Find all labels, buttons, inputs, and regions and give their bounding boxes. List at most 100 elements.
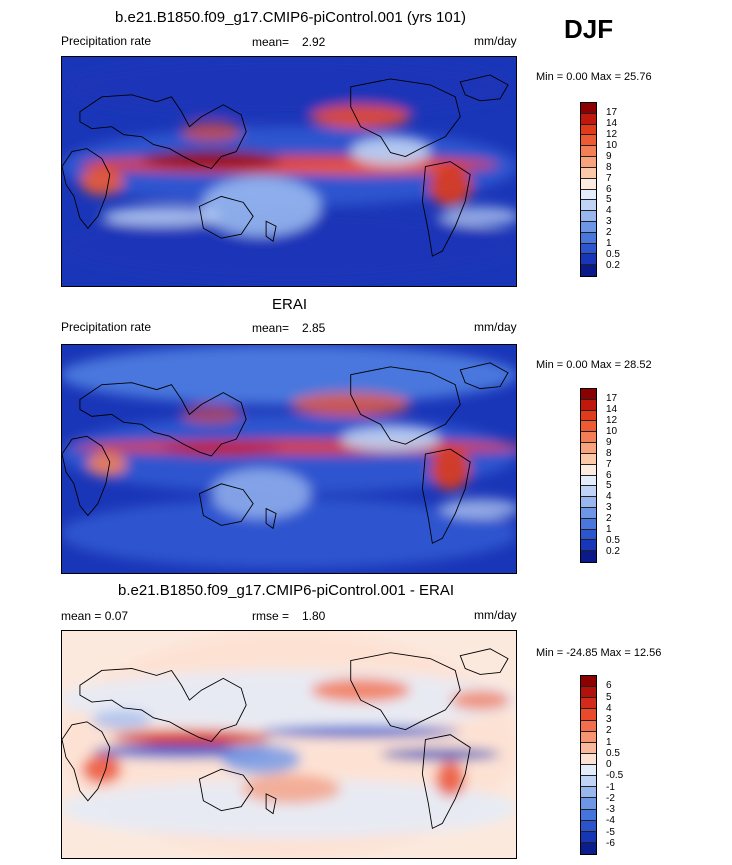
precip-region — [430, 447, 471, 491]
precip-region — [62, 211, 516, 282]
colorbar-swatch — [581, 842, 596, 854]
panel1-minmax: Min = 0.00 Max = 25.76 — [536, 71, 652, 83]
colorbar-swatch — [581, 798, 596, 810]
colorbar-tick-label: 0 — [606, 759, 612, 770]
precip-region — [440, 206, 516, 227]
colorbar-swatch — [581, 399, 596, 411]
colorbar-tick-label: -0.5 — [606, 770, 624, 782]
colorbar-swatch — [581, 146, 596, 158]
coastline — [62, 721, 111, 802]
colorbar-swatch — [581, 486, 596, 498]
precip-region — [241, 774, 341, 804]
coastline — [350, 652, 461, 731]
panel3-mean-label: mean = 0.07 — [61, 609, 129, 623]
colorbar-swatch — [581, 178, 596, 190]
colorbar-tick-label: 2 — [606, 227, 612, 239]
precip-region — [62, 498, 516, 569]
coastline — [62, 148, 111, 229]
panel2-variable-label: Precipitation rate — [61, 320, 152, 334]
colorbar-tick-label: 5 — [606, 480, 612, 492]
precip-region — [271, 162, 451, 175]
colorbar-swatch — [581, 507, 596, 519]
season-label: DJF — [564, 14, 614, 44]
precip-region — [380, 748, 501, 761]
panel1-colorbar — [580, 102, 597, 277]
coastline — [421, 448, 471, 544]
colorbar-tick-label: 6 — [606, 183, 612, 195]
colorbar-swatch — [581, 497, 596, 508]
colorbar-tick-label: -6 — [606, 837, 615, 849]
panel1-map — [61, 56, 517, 287]
precip-region — [261, 725, 461, 738]
coastline — [459, 648, 509, 675]
colorbar-swatch — [581, 421, 596, 433]
panel3-map — [61, 630, 517, 859]
colorbar-tick-label: 2 — [606, 513, 612, 525]
colorbar-swatch — [581, 765, 596, 777]
colorbar-swatch — [581, 518, 596, 530]
colorbar-tick-label: 9 — [606, 436, 612, 448]
coastline — [265, 507, 277, 530]
colorbar-tick-label: 3 — [606, 502, 612, 514]
colorbar-swatch — [581, 221, 596, 233]
colorbar-swatch — [581, 820, 596, 832]
colorbar-tick-label: 4 — [606, 702, 612, 714]
colorbar-swatch — [581, 787, 596, 799]
panel3-units: mm/day — [474, 608, 517, 622]
colorbar-swatch — [581, 687, 596, 699]
coastline — [198, 483, 254, 526]
precip-region — [79, 167, 124, 196]
colorbar-tick-label: 0.2 — [606, 546, 620, 558]
panel3-colorbar — [580, 675, 597, 855]
precip-region — [86, 452, 127, 476]
colorbar-tick-label: 0.5 — [606, 747, 620, 759]
colorbar-swatch — [581, 265, 596, 276]
colorbar-swatch — [581, 211, 596, 222]
colorbar-swatch — [581, 529, 596, 541]
colorbar-tick-label: 0.5 — [606, 535, 620, 547]
colorbar-tick-label: 2 — [606, 725, 612, 737]
colorbar-tick-label: 5 — [606, 691, 612, 703]
panel3-rmse-value: 1.80 — [302, 609, 326, 623]
colorbar-swatch — [581, 453, 596, 465]
colorbar-tick-label: -3 — [606, 804, 615, 815]
map-field — [62, 345, 516, 573]
colorbar-swatch — [581, 831, 596, 843]
colorbar-swatch — [581, 124, 596, 136]
colorbar-swatch — [581, 103, 596, 114]
precip-region — [91, 709, 152, 730]
colorbar-tick-label: 4 — [606, 491, 612, 503]
colorbar-tick-label: -1 — [606, 781, 615, 793]
panel2-mean-value: 2.85 — [302, 321, 326, 335]
colorbar-tick-label: 0.2 — [606, 260, 620, 272]
colorbar-swatch — [581, 389, 596, 400]
colorbar-swatch — [581, 410, 596, 422]
coastline — [350, 78, 461, 158]
panel3-rmse-key: rmse = — [252, 609, 290, 623]
colorbar-swatch — [581, 551, 596, 562]
precip-region — [111, 729, 272, 746]
precip-region — [201, 176, 321, 237]
coastline — [79, 668, 247, 743]
coastline — [421, 161, 471, 257]
panel1-units: mm/day — [474, 34, 517, 48]
colorbar-tick-label: 5 — [606, 194, 612, 206]
colorbar-tick-label: 8 — [606, 447, 612, 459]
precip-region — [62, 57, 516, 117]
colorbar-tick-label: 9 — [606, 150, 612, 162]
panel1-variable-label: Precipitation rate — [61, 34, 152, 48]
map-field — [62, 57, 516, 286]
precip-region — [62, 345, 516, 405]
colorbar-swatch — [581, 540, 596, 552]
precip-region — [81, 754, 122, 784]
map-field — [62, 631, 516, 858]
colorbar-tick-label: -4 — [606, 815, 615, 827]
precip-region — [101, 206, 222, 227]
colorbar-swatch — [581, 742, 596, 754]
panel1-mean-value: 2.92 — [302, 35, 326, 49]
colorbar-tick-label: 4 — [606, 205, 612, 217]
precip-region — [211, 468, 311, 519]
colorbar-swatch — [581, 113, 596, 125]
colorbar-swatch — [581, 254, 596, 266]
colorbar-swatch — [581, 232, 596, 244]
